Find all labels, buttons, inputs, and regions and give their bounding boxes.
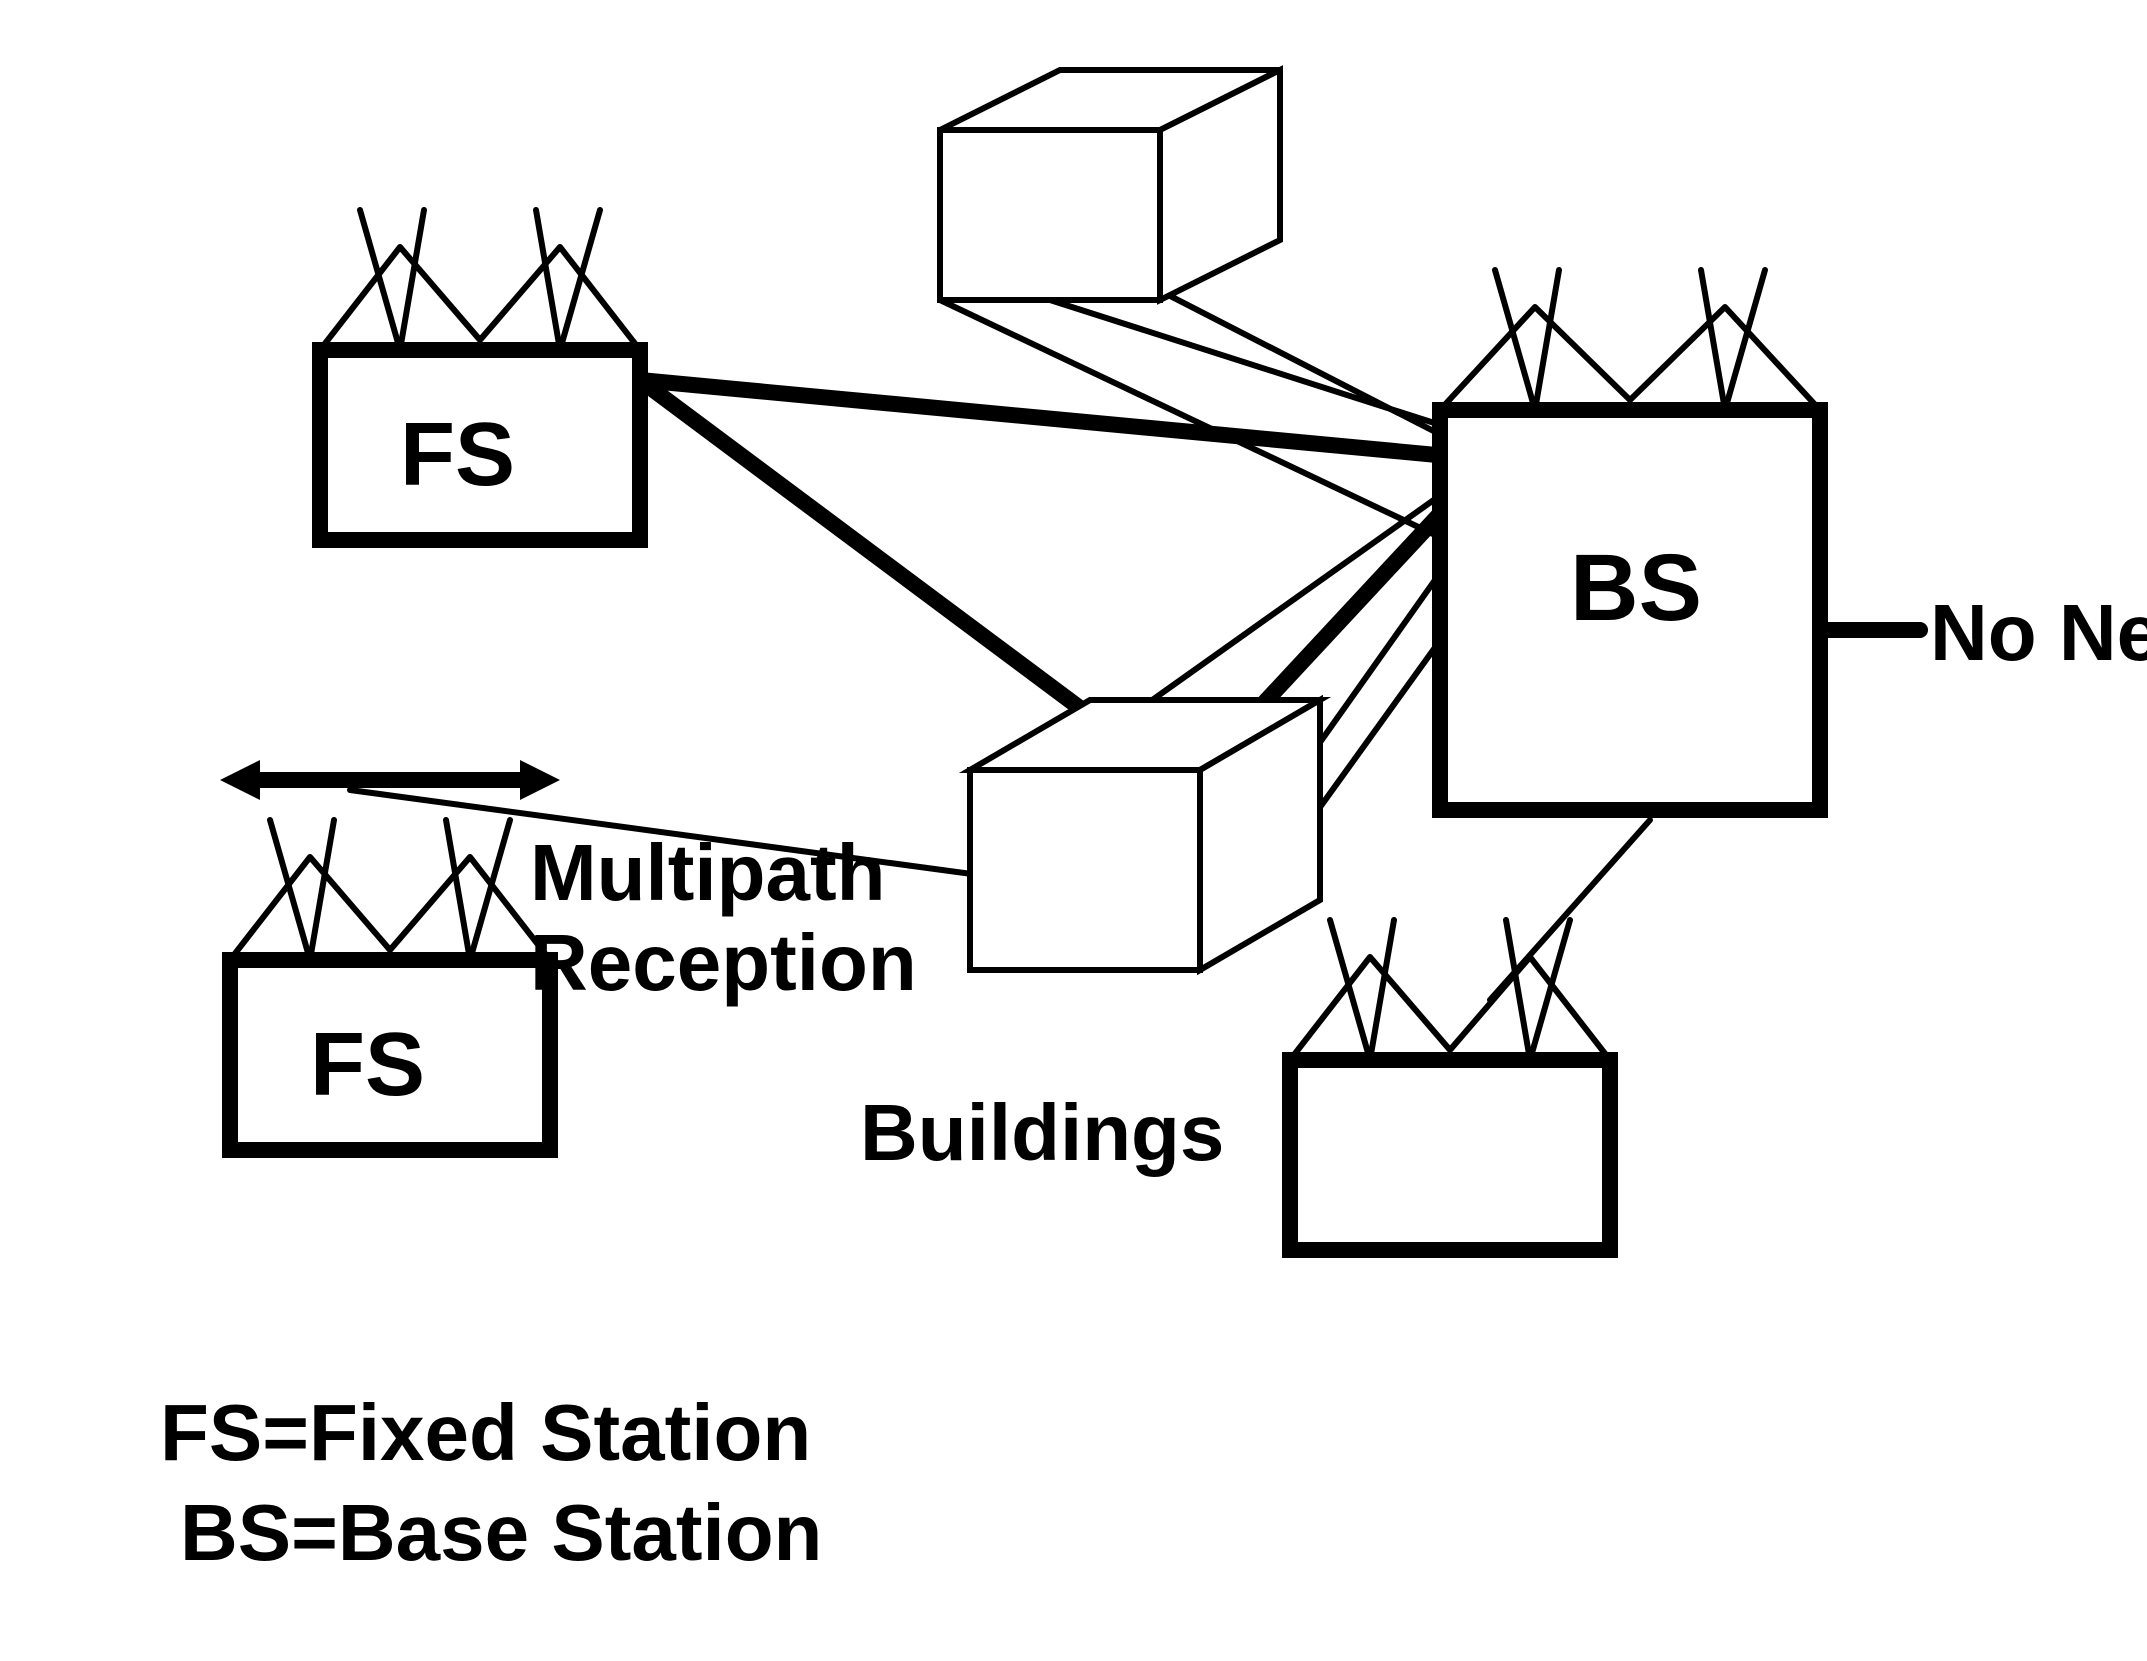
station-fs2-label: FS: [310, 1015, 425, 1115]
label-no-network: No Network: [1930, 588, 2147, 677]
label-buildings: Buildings: [860, 1088, 1224, 1177]
building-top: [940, 70, 1280, 300]
station-fs1-label: FS: [400, 405, 515, 505]
building-middle: [970, 700, 1320, 970]
label-multipath: Multipath: [530, 828, 885, 917]
legend-bs: BS=Base Station: [180, 1488, 822, 1577]
station-bs-label: BS: [1570, 535, 1702, 641]
label-reception: Reception: [530, 918, 917, 1007]
legend-fs: FS=Fixed Station: [160, 1388, 811, 1477]
station-fs3: [1290, 1060, 1610, 1250]
